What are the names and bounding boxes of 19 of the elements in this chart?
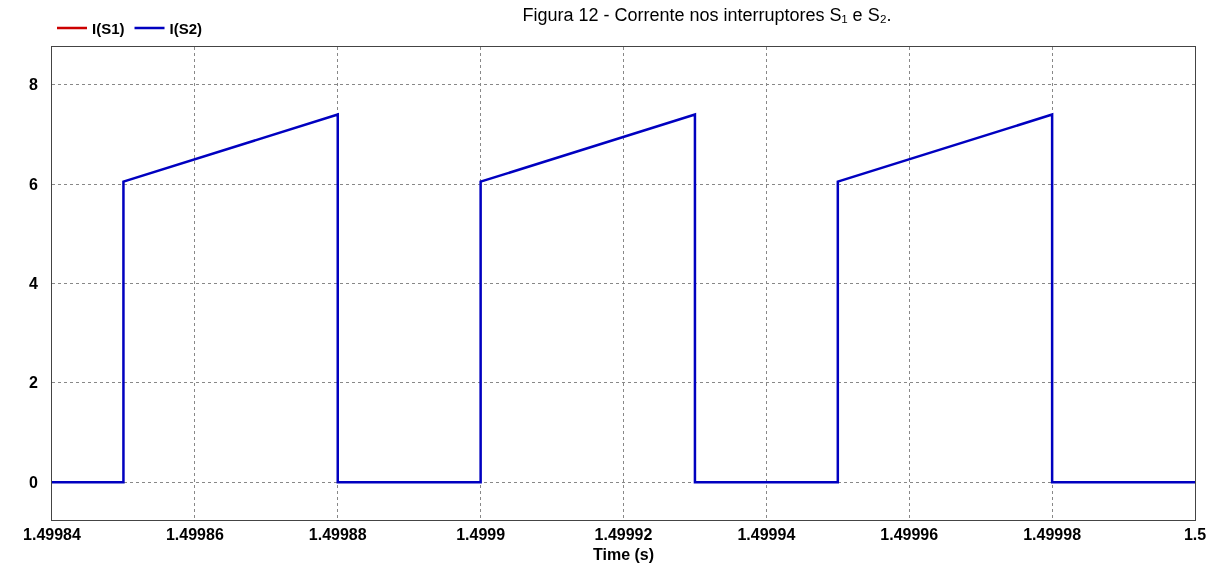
x-tick-label: 1.49998 xyxy=(1023,526,1082,544)
x-tick-label: 1.49986 xyxy=(165,526,224,544)
chart-title: Figura 12 - Corrente nos interruptores S₁ e S₂. xyxy=(522,5,892,26)
legend-label: I(S1) xyxy=(92,19,125,37)
x-tick-label: 1.4999 xyxy=(456,526,506,544)
x-tick-label: 1.49984 xyxy=(23,526,82,544)
y-tick-label: 6 xyxy=(28,175,38,193)
x-axis-title: Time (s) xyxy=(592,545,655,563)
x-tick-label: 1.49988 xyxy=(308,526,367,544)
x-tick-label: 1.5 xyxy=(1183,526,1207,544)
y-tick-label: 2 xyxy=(28,374,38,392)
y-tick-label: 8 xyxy=(28,76,38,94)
x-tick-label: 1.49996 xyxy=(880,526,939,544)
x-tick-label: 1.49992 xyxy=(594,526,653,544)
y-tick-label: 4 xyxy=(28,275,38,293)
x-tick-label: 1.49994 xyxy=(737,526,796,544)
y-tick-label: 0 xyxy=(28,473,38,491)
line-series xyxy=(52,113,1195,484)
legend-label: I(S2) xyxy=(169,19,203,37)
